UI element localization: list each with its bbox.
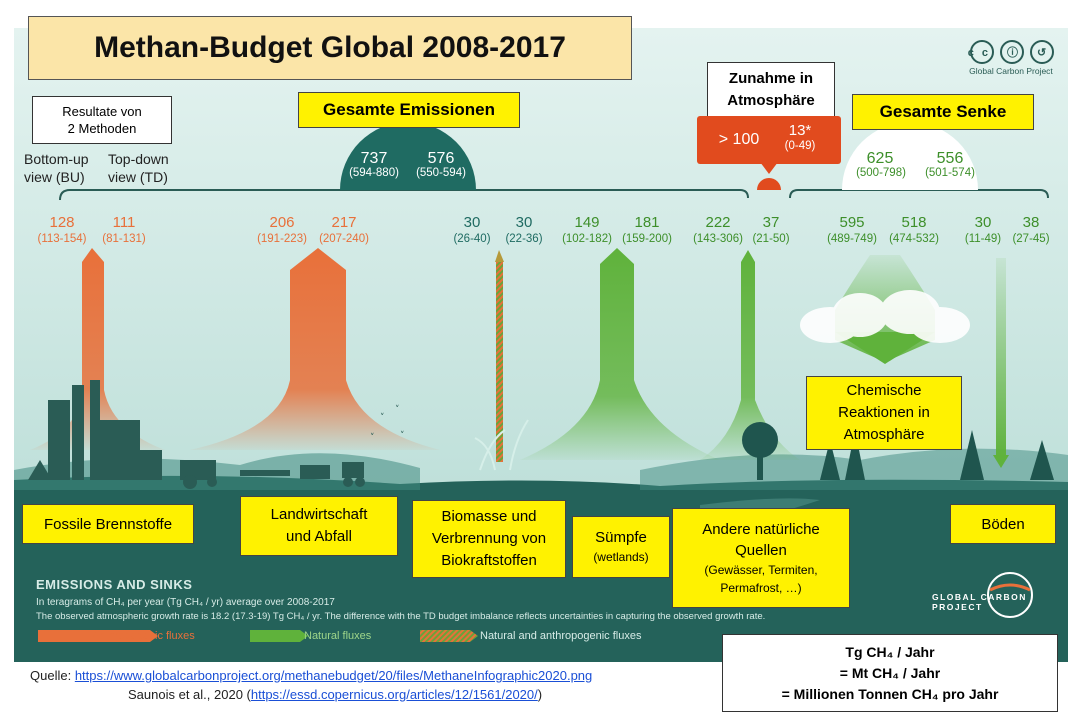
category-fossil: Fossile Brennstoffe (22, 504, 194, 544)
agri-td-range: (207-240) (319, 233, 369, 245)
units-box: Tg CH₄ / Jahr = Mt CH₄ / Jahr = Millione… (722, 634, 1058, 712)
category-agriculture: Landwirtschaft und Abfall (240, 496, 398, 556)
units-line3: = Millionen Tonnen CH₄ pro Jahr (781, 685, 999, 702)
svg-text:˅: ˅ (395, 405, 400, 415)
other-td: 37 (762, 214, 780, 231)
methods-line1: Resultate von (62, 104, 142, 119)
legend-natural: Natural fluxes (304, 630, 372, 642)
title-box: Methan-Budget Global 2008-2017 (28, 16, 632, 80)
total-sink-bu: 625 (866, 150, 894, 167)
atmosphere-increase-td: 13* (788, 122, 812, 139)
total-emissions-bu: 737 (360, 150, 388, 167)
page-title: Methan-Budget Global 2008-2017 (94, 31, 566, 64)
svg-text:˅: ˅ (370, 433, 375, 443)
svg-text:˅: ˅ (400, 431, 405, 441)
total-sink-td-range: (501-574) (925, 167, 975, 179)
legend-line1: In teragrams of CH₄ per year (Tg CH₄ / y… (36, 597, 335, 608)
atmosphere-increase-callout (697, 116, 841, 164)
citation-link[interactable]: https://essd.copernicus.org/articles/12/… (250, 687, 538, 702)
source-link[interactable]: https://www.globalcarbonproject.org/meth… (74, 668, 593, 683)
category-biomass: Biomasse und Verbrennung von Biokraftsto… (412, 500, 566, 578)
total-emissions-label: Gesamte Emissionen (298, 92, 520, 128)
soils-bu: 30 (974, 214, 992, 231)
fossil-td-range: (81-131) (102, 233, 146, 245)
agri-bu: 206 (269, 214, 295, 231)
soils-td: 38 (1022, 214, 1040, 231)
total-emissions-td: 576 (427, 150, 455, 167)
legend-line2: The observed atmospheric growth rate is … (36, 611, 766, 622)
methods-box: Resultate von 2 Methoden (32, 96, 172, 144)
biomass-td-range: (22-36) (505, 233, 543, 245)
soils-td-range: (27-45) (1012, 233, 1050, 245)
units-line1: Tg CH₄ / Jahr (845, 643, 935, 660)
atmosphere-increase-bu: > 100 (718, 131, 760, 148)
other-bu-range: (143-306) (693, 233, 743, 245)
source-label: Quelle: (30, 668, 75, 683)
bu-view-label: Bottom-up view (BU) (24, 151, 89, 185)
total-emissions-td-range: (550-594) (416, 167, 466, 179)
chem-bu-range: (489-749) (827, 233, 877, 245)
other-bu: 222 (705, 214, 731, 231)
citation-line: Saunois et al., 2020 (https://essd.coper… (128, 687, 542, 702)
chem-td: 518 (901, 214, 927, 231)
fossil-bu: 128 (49, 214, 75, 231)
wetlands-td: 181 (634, 214, 660, 231)
cc-logo-text: Global Carbon Project (969, 66, 1053, 76)
biomass-td: 30 (515, 214, 533, 231)
wetlands-bu-range: (102-182) (562, 233, 612, 245)
category-chemical-reactions: Chemische Reaktionen in Atmosphäre (806, 376, 962, 450)
legend-mixed: Natural and anthropogenic fluxes (480, 630, 642, 642)
atmosphere-increase-td-range: (0-49) (784, 140, 816, 152)
category-wetlands: Sümpfe (wetlands) (572, 516, 670, 578)
total-sink-td: 556 (936, 150, 964, 167)
atmosphere-increase-label: Zunahme in Atmosphäre (707, 62, 835, 118)
wetlands-bu: 149 (574, 214, 600, 231)
category-soils: Böden (950, 504, 1056, 544)
soils-bu-range: (11-49) (964, 233, 1002, 245)
source-line: Quelle: https://www.globalcarbonproject.… (30, 668, 592, 683)
citation-text: Saunois et al., 2020 ( (128, 687, 251, 702)
total-emissions-bu-range: (594-880) (349, 167, 399, 179)
methods-line2: 2 Methoden (67, 121, 137, 136)
units-line2: = Mt CH₄ / Jahr (839, 664, 941, 681)
category-other-natural: Andere natürliche Quellen (Gewässer, Ter… (672, 508, 850, 608)
legend-heading: EMISSIONS AND SINKS (36, 577, 193, 592)
svg-text:˅: ˅ (380, 413, 385, 423)
agri-td: 217 (331, 214, 357, 231)
fossil-td: 111 (112, 214, 136, 231)
other-td-range: (21-50) (752, 233, 790, 245)
agri-bu-range: (191-223) (257, 233, 307, 245)
biomass-bu-range: (26-40) (453, 233, 491, 245)
legend-anthropogenic: Anthropogenic fluxes (92, 630, 195, 642)
cc-symbols-icon: cc ⓘ ↺ (967, 47, 1055, 59)
total-sink-label: Gesamte Senke (852, 94, 1034, 130)
wetlands-td-range: (159-200) (622, 233, 672, 245)
biomass-bu: 30 (463, 214, 481, 231)
cc-logo: cc ⓘ ↺ Global Carbon Project (966, 44, 1056, 76)
citation-end: ) (537, 687, 543, 702)
td-view-label: Top-down view (TD) (108, 151, 169, 185)
chem-bu: 595 (839, 214, 865, 231)
fossil-bu-range: (113-154) (37, 233, 87, 245)
atmosphere-callout-pointer (760, 162, 778, 174)
chem-td-range: (474-532) (889, 233, 939, 245)
total-sink-bu-range: (500-798) (856, 167, 906, 179)
gcp-logo-text: GLOBAL CARBON PROJECT (932, 592, 1027, 612)
